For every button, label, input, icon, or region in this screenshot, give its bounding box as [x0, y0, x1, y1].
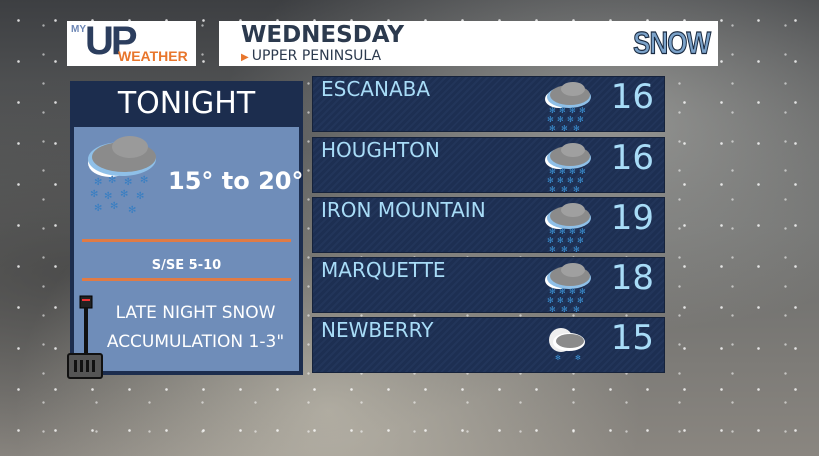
svg-text:✻: ✻: [567, 176, 574, 185]
svg-text:✻: ✻: [136, 191, 144, 202]
svg-text:✻: ✻: [108, 175, 116, 186]
arrow-icon: ▶: [241, 52, 249, 63]
city-temperature: 15: [610, 318, 654, 358]
logo-my: MY: [71, 24, 86, 35]
svg-text:✻: ✻: [561, 245, 568, 252]
snow-cloud-icon: ✻ ✻ ✻ ✻ ✻ ✻ ✻ ✻ ✻ ✻ ✻: [541, 142, 595, 196]
snow-cloud-icon: ✻ ✻ ✻ ✻ ✻ ✻ ✻ ✻ ✻ ✻ ✻: [541, 81, 595, 135]
wind-info: S/SE 5-10: [151, 258, 222, 273]
svg-text:✻: ✻: [124, 177, 132, 188]
svg-text:✻: ✻: [557, 115, 564, 124]
snow-cloud-icon: ✻ ✻ ✻ ✻ ✻ ✻ ✻ ✻ ✻ ✻ ✻: [541, 262, 595, 316]
region-subtitle: ▶ UPPER PENINSULA: [241, 48, 381, 64]
city-temperature: 18: [610, 258, 654, 298]
logo-up: UP: [85, 19, 138, 63]
svg-text:✻: ✻: [559, 227, 566, 236]
logo-weather: WEATHER: [118, 48, 188, 64]
city-temperature: 16: [610, 77, 654, 117]
svg-text:✻: ✻: [575, 354, 581, 362]
svg-text:✻: ✻: [559, 167, 566, 176]
svg-text:✻: ✻: [569, 167, 576, 176]
header-banner: WEDNESDAY ▶ UPPER PENINSULA SNOW: [219, 21, 718, 66]
svg-text:✻: ✻: [547, 296, 554, 305]
light-snow-cloud-icon: ✻ ✻: [541, 322, 595, 376]
divider: [82, 278, 291, 281]
svg-text:✻: ✻: [557, 296, 564, 305]
svg-text:✻: ✻: [573, 245, 580, 252]
svg-text:✻: ✻: [549, 305, 556, 312]
region-label: UPPER PENINSULA: [251, 48, 382, 64]
svg-text:✻: ✻: [569, 287, 576, 296]
svg-text:✻: ✻: [128, 205, 136, 216]
city-temperature: 16: [610, 138, 654, 178]
note-line-2: ACCUMULATION 1-3": [106, 332, 285, 352]
svg-text:✻: ✻: [120, 189, 128, 200]
svg-text:✻: ✻: [555, 354, 561, 362]
city-temperature: 19: [610, 198, 654, 238]
svg-text:✻: ✻: [561, 305, 568, 312]
svg-text:✻: ✻: [567, 236, 574, 245]
svg-text:✻: ✻: [547, 115, 554, 124]
tonight-body: ✻ ✻ ✻ ✻ ✻ ✻ ✻ ✻ ✻ ✻ ✻ 15° to 20° S/SE 5-10 LATE …: [74, 127, 303, 371]
note-line-1: LATE NIGHT SNOW: [115, 303, 276, 323]
svg-text:✻: ✻: [561, 185, 568, 192]
svg-text:✻: ✻: [547, 176, 554, 185]
svg-text:✻: ✻: [579, 227, 586, 236]
svg-text:✻: ✻: [94, 203, 102, 214]
svg-text:✻: ✻: [559, 106, 566, 115]
svg-text:✻: ✻: [579, 167, 586, 176]
svg-text:✻: ✻: [559, 287, 566, 296]
svg-text:✻: ✻: [561, 124, 568, 131]
svg-text:✻: ✻: [549, 167, 556, 176]
svg-text:✻: ✻: [573, 124, 580, 131]
divider: [82, 239, 291, 242]
svg-text:✻: ✻: [549, 227, 556, 236]
svg-text:✻: ✻: [549, 185, 556, 192]
city-name: IRON MOUNTAIN: [321, 198, 486, 222]
svg-text:✻: ✻: [94, 177, 102, 188]
city-name: MARQUETTE: [321, 258, 446, 282]
svg-text:✻: ✻: [547, 236, 554, 245]
day-title: WEDNESDAY: [241, 22, 405, 48]
snow-cloud-icon: ✻ ✻ ✻ ✻ ✻ ✻ ✻ ✻ ✻ ✻ ✻: [88, 136, 156, 216]
city-name: NEWBERRY: [321, 318, 434, 342]
snow-note: LATE NIGHT SNOW ACCUMULATION 1-3": [92, 299, 299, 357]
svg-text:✻: ✻: [90, 189, 98, 200]
city-row: NEWBERRY ✻ ✻ 15: [313, 318, 664, 372]
svg-text:✻: ✻: [140, 175, 148, 186]
svg-text:✻: ✻: [549, 245, 556, 252]
svg-text:✻: ✻: [569, 106, 576, 115]
svg-text:✻: ✻: [557, 236, 564, 245]
svg-text:✻: ✻: [577, 236, 584, 245]
snow-badge: SNOW: [633, 24, 712, 61]
svg-text:✻: ✻: [573, 305, 580, 312]
svg-text:✻: ✻: [104, 191, 112, 202]
city-name: HOUGHTON: [321, 138, 440, 162]
svg-text:✻: ✻: [577, 296, 584, 305]
svg-text:✻: ✻: [579, 287, 586, 296]
svg-text:✻: ✻: [549, 106, 556, 115]
svg-text:✻: ✻: [579, 106, 586, 115]
city-row: HOUGHTON ✻ ✻ ✻ ✻ ✻ ✻ ✻ ✻ ✻ ✻ ✻ 16: [313, 138, 664, 194]
snow-gauge-icon: [67, 295, 103, 379]
tonight-panel: TONIGHT ✻ ✻ ✻ ✻ ✻ ✻ ✻ ✻ ✻ ✻ ✻ 15° to 20° S/SE 5-…: [70, 81, 303, 375]
my-up-weather-logo: MY UP WEATHER: [67, 19, 196, 66]
svg-text:✻: ✻: [557, 176, 564, 185]
svg-text:✻: ✻: [573, 185, 580, 192]
svg-text:✻: ✻: [569, 227, 576, 236]
svg-text:✻: ✻: [577, 176, 584, 185]
svg-text:✻: ✻: [549, 287, 556, 296]
city-row: ESCANABA ✻ ✻ ✻ ✻ ✻ ✻ ✻ ✻ ✻ ✻ ✻ 16: [313, 77, 664, 133]
snow-cloud-icon: ✻ ✻ ✻ ✻ ✻ ✻ ✻ ✻ ✻ ✻ ✻: [541, 202, 595, 256]
svg-text:✻: ✻: [549, 124, 556, 131]
svg-text:✻: ✻: [567, 115, 574, 124]
svg-text:✻: ✻: [567, 296, 574, 305]
temperature-range: 15° to 20°: [168, 167, 304, 195]
city-name: ESCANABA: [321, 77, 431, 101]
svg-text:✻: ✻: [577, 115, 584, 124]
tonight-title: TONIGHT: [117, 86, 256, 121]
city-row: IRON MOUNTAIN ✻ ✻ ✻ ✻ ✻ ✻ ✻ ✻ ✻ ✻ ✻ 19: [313, 198, 664, 254]
city-row: MARQUETTE ✻ ✻ ✻ ✻ ✻ ✻ ✻ ✻ ✻ ✻ ✻ 18: [313, 258, 664, 314]
svg-text:✻: ✻: [110, 201, 118, 212]
